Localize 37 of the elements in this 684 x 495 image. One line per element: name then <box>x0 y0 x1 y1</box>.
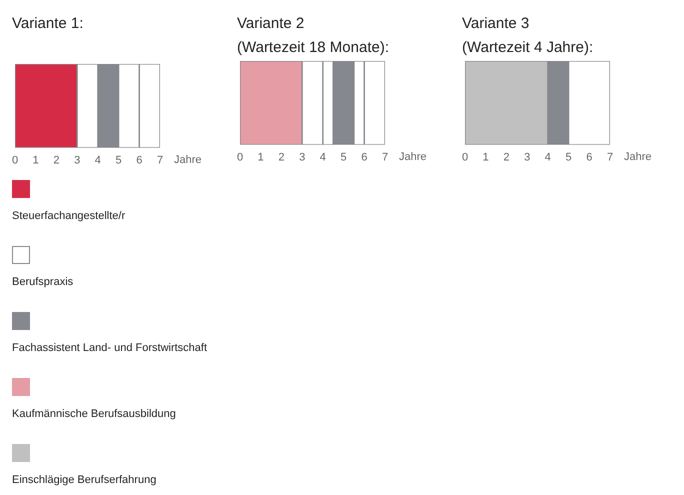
x-tick-label: 4 <box>94 154 101 166</box>
x-tick-label: 2 <box>53 154 60 166</box>
x-tick-label: 0 <box>462 151 468 164</box>
x-axis-title: Jahre <box>624 150 652 163</box>
x-tick-label: 3 <box>299 151 306 164</box>
chart-title: Variante 2 <box>237 15 304 32</box>
chart-title: Variante 3 <box>462 15 530 32</box>
x-axis-title: Jahre <box>174 154 202 166</box>
x-tick-label: 3 <box>524 151 530 164</box>
x-tick-label: 1 <box>258 151 264 164</box>
legend-label: Einschlägige Berufserfahrung <box>12 474 158 486</box>
chart-subtitle: (Wartezeit 4 Jahre): <box>462 39 594 56</box>
legend-label: Steuerfachangestellte/r <box>12 210 126 222</box>
x-tick-label: 2 <box>278 151 284 164</box>
x-tick-label: 4 <box>544 151 551 164</box>
x-tick-label: 1 <box>482 151 489 164</box>
x-tick-label: 7 <box>382 151 388 164</box>
x-tick-label: 6 <box>586 151 592 164</box>
legend-label: Kaufmännische Berufsausbildung <box>12 408 177 420</box>
x-tick-label: 2 <box>503 151 510 164</box>
x-tick-label: 5 <box>340 151 347 164</box>
x-tick-label: 0 <box>12 154 18 166</box>
x-tick-label: 3 <box>74 154 80 166</box>
legend-label: Berufspraxis <box>12 276 74 288</box>
x-tick-label: 6 <box>361 151 368 164</box>
x-tick-label: 0 <box>236 151 244 164</box>
x-tick-label: 6 <box>136 154 142 166</box>
x-tick-label: 7 <box>156 154 164 166</box>
x-tick-label: 7 <box>606 151 614 164</box>
x-tick-label: 5 <box>566 151 572 164</box>
legend-label: Fachassistent Land- und Forstwirtschaft <box>12 342 208 354</box>
x-axis-title: Jahre <box>399 150 427 163</box>
chart-subtitle: (Wartezeit 18 Monate): <box>237 39 389 56</box>
x-tick-label: 4 <box>320 151 326 164</box>
x-tick-label: 1 <box>32 154 39 166</box>
chart-title: Variante 1: <box>12 14 84 34</box>
x-tick-label: 5 <box>116 154 122 166</box>
